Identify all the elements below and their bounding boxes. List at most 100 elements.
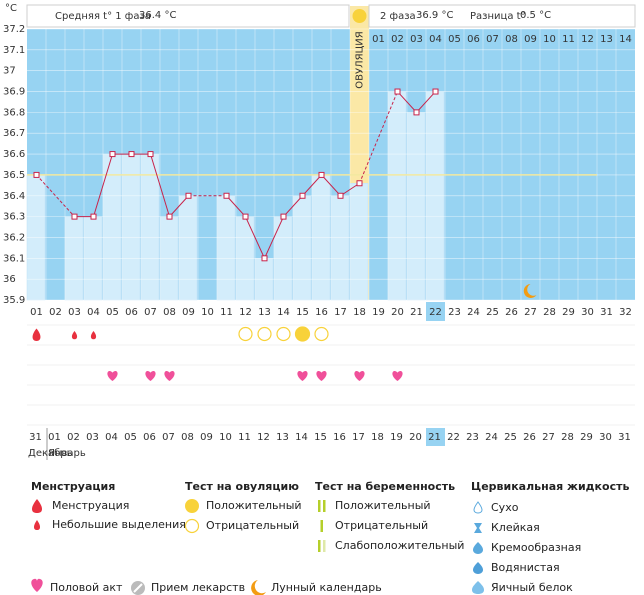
date-label: 13: [276, 432, 289, 443]
intercourse-mark: [145, 370, 156, 381]
ovulation-test-mark: [314, 326, 329, 342]
date-label: 17: [352, 432, 365, 443]
x-tick-label: 18: [353, 307, 366, 318]
date-label: 01: [48, 432, 61, 443]
date-label: 31: [618, 432, 631, 443]
legend-icon: [323, 540, 326, 552]
date-label: 27: [542, 432, 555, 443]
x-tick-label: 30: [581, 307, 594, 318]
date-label: 20: [409, 432, 422, 443]
menstruation-mark: [32, 328, 41, 341]
menstruation-mark: [71, 331, 78, 340]
x-tick-label: 22: [429, 307, 442, 318]
phase2-day: 03: [410, 34, 423, 45]
date-label: 05: [124, 432, 137, 443]
legend-item: Отрицательный: [335, 519, 428, 532]
legend-icon: [185, 499, 199, 513]
header-value: 36.4 °C: [139, 10, 176, 21]
x-tick-label: 21: [410, 307, 423, 318]
legend-icon: [473, 542, 483, 554]
x-tick-label: 07: [144, 307, 157, 318]
x-tick-label: 11: [220, 307, 233, 318]
y-tick-label: 36.6: [3, 149, 25, 160]
temperature-point: [318, 171, 325, 178]
date-label: 15: [314, 432, 327, 443]
temperature-bar: [140, 153, 160, 301]
temperature-bar: [330, 195, 350, 301]
date-highlight: [426, 428, 445, 446]
legend-title: Менструация: [31, 480, 115, 493]
temperature-point: [432, 88, 439, 95]
y-tick-label: 37: [3, 66, 16, 77]
legend-icon: [318, 540, 321, 552]
x-tick-label: 32: [619, 307, 632, 318]
temperature-point: [185, 192, 192, 199]
phase2-day: 04: [429, 34, 442, 45]
y-tick-label: 36.4: [3, 191, 25, 202]
x-tick-label: 03: [68, 307, 81, 318]
legend-item: Менструация: [52, 499, 129, 512]
intercourse-mark: [164, 370, 175, 381]
date-label: 12: [257, 432, 270, 443]
x-tick-label: 08: [163, 307, 176, 318]
legend-item: Яичный белок: [491, 581, 573, 594]
date-label: 23: [466, 432, 479, 443]
date-label: 10: [219, 432, 232, 443]
date-label: 14: [295, 432, 308, 443]
x-tick-label: 16: [315, 307, 328, 318]
legend-title: Цервикальная жидкость: [471, 480, 629, 493]
x-tick-label: 23: [448, 307, 461, 318]
temperature-point: [109, 151, 116, 158]
month-label: Январь: [48, 448, 86, 459]
date-label: 30: [599, 432, 612, 443]
y-tick-label: 36.5: [3, 170, 25, 181]
date-label: 29: [580, 432, 593, 443]
menstruation-mark: [90, 331, 97, 340]
x-tick-label: 31: [600, 307, 613, 318]
legend-icon: [320, 520, 323, 532]
date-label: 16: [333, 432, 346, 443]
ovulation-label: ОВУЛЯЦИЯ: [355, 31, 366, 89]
y-tick-label: 36: [3, 274, 16, 285]
ovulation-test-mark: [238, 326, 253, 342]
phase2-day: 09: [524, 34, 537, 45]
intercourse-mark: [107, 370, 118, 381]
legend-icon: [473, 501, 483, 514]
intercourse-mark: [392, 370, 403, 381]
legend-icon: [31, 578, 43, 592]
temperature-point: [299, 192, 306, 199]
x-tick-label: 13: [258, 307, 271, 318]
phase2-day: 10: [543, 34, 556, 45]
gap-bridge: [359, 91, 398, 184]
header-label: Разница t°: [470, 11, 526, 22]
y-tick-label: 36.9: [3, 87, 25, 98]
legend-title: Тест на беременность: [315, 480, 455, 493]
intercourse-mark: [354, 370, 365, 381]
legend-icon: [251, 580, 266, 595]
date-label: 18: [371, 432, 384, 443]
sun-icon: [352, 9, 367, 23]
temperature-point: [71, 213, 78, 220]
date-label: 04: [105, 432, 118, 443]
y-tick-label: 36.1: [3, 253, 25, 264]
ovulation-test-mark: [294, 326, 311, 342]
header-box: [368, 4, 636, 28]
y-tick-label: 36.2: [3, 232, 25, 243]
date-label: 25: [504, 432, 517, 443]
x-tick-label: 28: [543, 307, 556, 318]
y-axis-label: °C: [5, 3, 17, 14]
legend-item: Отрицательный: [206, 519, 299, 532]
x-tick-label: 15: [296, 307, 309, 318]
legend-icon: [323, 500, 326, 512]
date-label: 21: [428, 432, 441, 443]
temperature-point: [128, 151, 135, 158]
temperature-bar: [121, 153, 141, 301]
legend-item: Лунный календарь: [271, 581, 382, 594]
x-tick-label: 17: [334, 307, 347, 318]
phase2-day: 06: [467, 34, 480, 45]
x-tick-label: 20: [391, 307, 404, 318]
temperature-point: [394, 88, 401, 95]
temperature-point: [90, 213, 97, 220]
x-tick-label: 04: [87, 307, 100, 318]
date-label: 26: [523, 432, 536, 443]
